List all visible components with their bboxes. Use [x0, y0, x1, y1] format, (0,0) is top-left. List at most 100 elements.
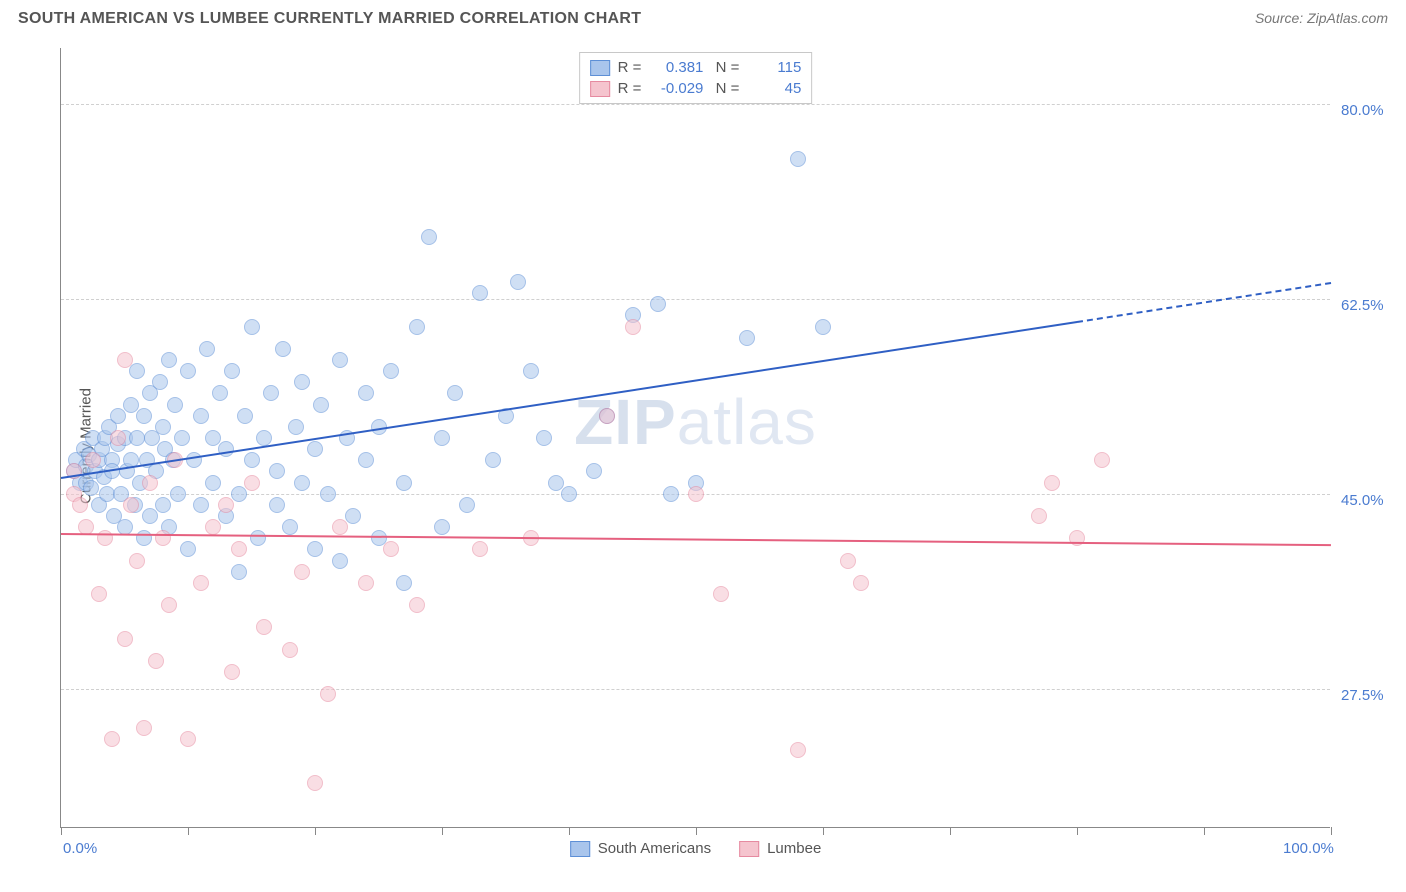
scatter-point	[155, 497, 171, 513]
scatter-point	[510, 274, 526, 290]
scatter-point	[345, 508, 361, 524]
scatter-point	[161, 352, 177, 368]
scatter-point	[193, 497, 209, 513]
scatter-point	[256, 430, 272, 446]
scatter-point	[224, 363, 240, 379]
scatter-point	[485, 452, 501, 468]
scatter-point	[307, 775, 323, 791]
legend-swatch-b	[590, 81, 610, 97]
chart-container: SOUTH AMERICAN VS LUMBEE CURRENTLY MARRI…	[10, 10, 1396, 882]
scatter-point	[434, 430, 450, 446]
scatter-point	[231, 564, 247, 580]
x-tick	[315, 827, 316, 835]
scatter-point	[663, 486, 679, 502]
scatter-point	[536, 430, 552, 446]
source-label: Source: ZipAtlas.com	[1255, 10, 1388, 26]
x-tick	[1077, 827, 1078, 835]
scatter-point	[472, 541, 488, 557]
x-tick	[950, 827, 951, 835]
scatter-point	[117, 352, 133, 368]
scatter-point	[263, 385, 279, 401]
x-tick	[442, 827, 443, 835]
scatter-point	[72, 497, 88, 513]
legend-r-value-b: -0.029	[649, 80, 703, 97]
y-tick-label: 27.5%	[1341, 687, 1384, 704]
scatter-point	[180, 731, 196, 747]
scatter-point	[409, 597, 425, 613]
legend-r-label-b: R =	[618, 80, 642, 97]
scatter-point	[447, 385, 463, 401]
scatter-point	[224, 664, 240, 680]
scatter-point	[294, 374, 310, 390]
scatter-point	[713, 586, 729, 602]
scatter-point	[117, 631, 133, 647]
legend-n-value-b: 45	[747, 80, 801, 97]
legend-r-label-a: R =	[618, 59, 642, 76]
scatter-point	[459, 497, 475, 513]
scatter-point	[358, 575, 374, 591]
scatter-point	[269, 497, 285, 513]
scatter-point	[396, 575, 412, 591]
plot-area: ZIPatlas R = 0.381 N = 115 R = -0.029 N …	[60, 48, 1330, 828]
watermark-light: atlas	[677, 386, 817, 458]
legend-n-label-a: N =	[711, 59, 739, 76]
x-tick	[1204, 827, 1205, 835]
scatter-point	[136, 720, 152, 736]
x-tick	[569, 827, 570, 835]
scatter-point	[313, 397, 329, 413]
scatter-point	[174, 430, 190, 446]
scatter-point	[790, 151, 806, 167]
scatter-point	[275, 341, 291, 357]
scatter-point	[288, 419, 304, 435]
scatter-point	[129, 430, 145, 446]
scatter-point	[307, 541, 323, 557]
scatter-point	[205, 475, 221, 491]
scatter-point	[129, 553, 145, 569]
trend-line	[1077, 282, 1331, 323]
scatter-point	[180, 541, 196, 557]
scatter-point	[358, 452, 374, 468]
x-tick	[696, 827, 697, 835]
scatter-point	[739, 330, 755, 346]
scatter-point	[170, 486, 186, 502]
x-tick-label: 0.0%	[63, 840, 97, 857]
scatter-point	[599, 408, 615, 424]
scatter-point	[269, 463, 285, 479]
scatter-point	[1031, 508, 1047, 524]
y-tick-label: 45.0%	[1341, 492, 1384, 509]
legend-swatch-a	[590, 60, 610, 76]
scatter-point	[358, 385, 374, 401]
scatter-point	[104, 731, 120, 747]
scatter-point	[383, 363, 399, 379]
scatter-point	[294, 475, 310, 491]
scatter-point	[152, 374, 168, 390]
scatter-point	[1044, 475, 1060, 491]
legend-bottom-label-a: South Americans	[598, 840, 711, 857]
chart-title: SOUTH AMERICAN VS LUMBEE CURRENTLY MARRI…	[18, 10, 641, 28]
legend-bottom-swatch-a	[570, 841, 590, 857]
scatter-point	[193, 575, 209, 591]
scatter-point	[434, 519, 450, 535]
legend-row-series-a: R = 0.381 N = 115	[590, 57, 802, 78]
y-tick-label: 80.0%	[1341, 102, 1384, 119]
legend-correlation: R = 0.381 N = 115 R = -0.029 N = 45	[579, 52, 813, 104]
scatter-point	[199, 341, 215, 357]
scatter-point	[110, 430, 126, 446]
legend-n-value-a: 115	[747, 59, 801, 76]
scatter-point	[586, 463, 602, 479]
scatter-point	[625, 319, 641, 335]
scatter-point	[244, 319, 260, 335]
legend-bottom-swatch-b	[739, 841, 759, 857]
scatter-point	[320, 486, 336, 502]
scatter-point	[244, 475, 260, 491]
scatter-point	[193, 408, 209, 424]
scatter-point	[383, 541, 399, 557]
scatter-point	[650, 296, 666, 312]
scatter-point	[123, 497, 139, 513]
x-tick-label: 100.0%	[1283, 840, 1334, 857]
scatter-point	[523, 363, 539, 379]
legend-r-value-a: 0.381	[649, 59, 703, 76]
title-bar: SOUTH AMERICAN VS LUMBEE CURRENTLY MARRI…	[10, 10, 1396, 32]
legend-item-b: Lumbee	[739, 840, 821, 857]
scatter-point	[561, 486, 577, 502]
